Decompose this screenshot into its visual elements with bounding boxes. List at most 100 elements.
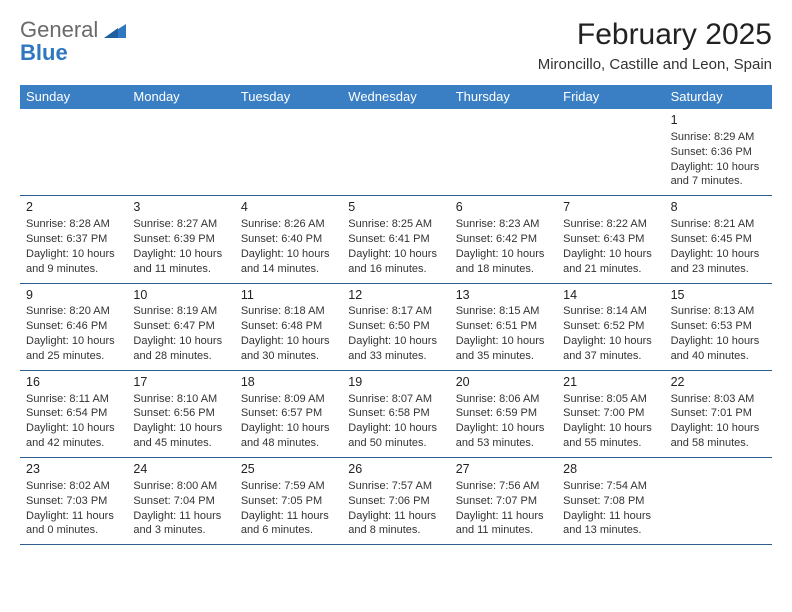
calendar-day-cell: 8Sunrise: 8:21 AMSunset: 6:45 PMDaylight… [665, 196, 772, 282]
sunrise-line: Sunrise: 7:56 AM [456, 479, 551, 494]
calendar-day-cell: 3Sunrise: 8:27 AMSunset: 6:39 PMDaylight… [127, 196, 234, 282]
daylight-line: Daylight: 10 hours and 14 minutes. [241, 247, 336, 277]
sunset-line: Sunset: 6:41 PM [348, 232, 443, 247]
day-number: 26 [348, 461, 443, 478]
sunrise-line: Sunrise: 8:07 AM [348, 392, 443, 407]
daylight-line: Daylight: 11 hours and 8 minutes. [348, 509, 443, 539]
calendar-week-row: 16Sunrise: 8:11 AMSunset: 6:54 PMDayligh… [20, 370, 772, 457]
daylight-line: Daylight: 10 hours and 58 minutes. [671, 421, 766, 451]
brand-line2: Blue [20, 40, 68, 65]
sunrise-line: Sunrise: 8:15 AM [456, 304, 551, 319]
daylight-line: Daylight: 11 hours and 6 minutes. [241, 509, 336, 539]
daylight-line: Daylight: 10 hours and 18 minutes. [456, 247, 551, 277]
sunset-line: Sunset: 6:42 PM [456, 232, 551, 247]
header-row: General Blue February 2025 Mironcillo, C… [20, 18, 772, 73]
sunset-line: Sunset: 7:06 PM [348, 494, 443, 509]
daylight-line: Daylight: 10 hours and 30 minutes. [241, 334, 336, 364]
weekday-header: Thursday [450, 85, 557, 109]
sunset-line: Sunset: 6:45 PM [671, 232, 766, 247]
day-number: 4 [241, 199, 336, 216]
sunrise-line: Sunrise: 8:27 AM [133, 217, 228, 232]
calendar-day-cell [450, 109, 557, 195]
weekday-header: Wednesday [342, 85, 449, 109]
daylight-line: Daylight: 11 hours and 3 minutes. [133, 509, 228, 539]
calendar-day-cell [342, 109, 449, 195]
sunrise-line: Sunrise: 8:10 AM [133, 392, 228, 407]
sunset-line: Sunset: 6:50 PM [348, 319, 443, 334]
sunrise-line: Sunrise: 8:03 AM [671, 392, 766, 407]
daylight-line: Daylight: 11 hours and 0 minutes. [26, 509, 121, 539]
sunset-line: Sunset: 6:36 PM [671, 145, 766, 160]
calendar-day-cell: 25Sunrise: 7:59 AMSunset: 7:05 PMDayligh… [235, 458, 342, 544]
calendar-day-cell [665, 458, 772, 544]
day-number: 1 [671, 112, 766, 129]
calendar-day-cell: 22Sunrise: 8:03 AMSunset: 7:01 PMDayligh… [665, 371, 772, 457]
calendar-day-cell [20, 109, 127, 195]
daylight-line: Daylight: 10 hours and 7 minutes. [671, 160, 766, 190]
day-number: 18 [241, 374, 336, 391]
calendar-day-cell: 21Sunrise: 8:05 AMSunset: 7:00 PMDayligh… [557, 371, 664, 457]
daylight-line: Daylight: 10 hours and 28 minutes. [133, 334, 228, 364]
sunset-line: Sunset: 7:07 PM [456, 494, 551, 509]
sunset-line: Sunset: 6:40 PM [241, 232, 336, 247]
sunset-line: Sunset: 7:08 PM [563, 494, 658, 509]
day-number: 10 [133, 287, 228, 304]
daylight-line: Daylight: 10 hours and 33 minutes. [348, 334, 443, 364]
sunset-line: Sunset: 7:00 PM [563, 406, 658, 421]
calendar-day-cell: 1Sunrise: 8:29 AMSunset: 6:36 PMDaylight… [665, 109, 772, 195]
day-number: 24 [133, 461, 228, 478]
sunrise-line: Sunrise: 8:02 AM [26, 479, 121, 494]
day-number: 12 [348, 287, 443, 304]
calendar-day-cell: 27Sunrise: 7:56 AMSunset: 7:07 PMDayligh… [450, 458, 557, 544]
day-number: 20 [456, 374, 551, 391]
calendar-day-cell: 7Sunrise: 8:22 AMSunset: 6:43 PMDaylight… [557, 196, 664, 282]
calendar-day-cell: 20Sunrise: 8:06 AMSunset: 6:59 PMDayligh… [450, 371, 557, 457]
sunrise-line: Sunrise: 8:09 AM [241, 392, 336, 407]
sunrise-line: Sunrise: 8:26 AM [241, 217, 336, 232]
daylight-line: Daylight: 10 hours and 9 minutes. [26, 247, 121, 277]
calendar-day-cell: 9Sunrise: 8:20 AMSunset: 6:46 PMDaylight… [20, 284, 127, 370]
sunrise-line: Sunrise: 7:54 AM [563, 479, 658, 494]
sunrise-line: Sunrise: 8:22 AM [563, 217, 658, 232]
calendar-day-cell: 23Sunrise: 8:02 AMSunset: 7:03 PMDayligh… [20, 458, 127, 544]
daylight-line: Daylight: 10 hours and 11 minutes. [133, 247, 228, 277]
sunrise-line: Sunrise: 8:29 AM [671, 130, 766, 145]
day-number: 8 [671, 199, 766, 216]
day-number: 23 [26, 461, 121, 478]
day-number: 2 [26, 199, 121, 216]
calendar-day-cell: 11Sunrise: 8:18 AMSunset: 6:48 PMDayligh… [235, 284, 342, 370]
calendar-week-row: 9Sunrise: 8:20 AMSunset: 6:46 PMDaylight… [20, 283, 772, 370]
calendar-day-cell: 13Sunrise: 8:15 AMSunset: 6:51 PMDayligh… [450, 284, 557, 370]
day-number: 27 [456, 461, 551, 478]
sunset-line: Sunset: 6:59 PM [456, 406, 551, 421]
calendar-day-cell [235, 109, 342, 195]
daylight-line: Daylight: 10 hours and 55 minutes. [563, 421, 658, 451]
daylight-line: Daylight: 10 hours and 25 minutes. [26, 334, 121, 364]
sunrise-line: Sunrise: 7:59 AM [241, 479, 336, 494]
page-title: February 2025 [538, 18, 772, 52]
sunrise-line: Sunrise: 8:17 AM [348, 304, 443, 319]
day-number: 21 [563, 374, 658, 391]
brand-logo: General Blue [20, 18, 126, 64]
calendar-day-cell: 17Sunrise: 8:10 AMSunset: 6:56 PMDayligh… [127, 371, 234, 457]
weekday-header: Friday [557, 85, 664, 109]
calendar-day-cell: 5Sunrise: 8:25 AMSunset: 6:41 PMDaylight… [342, 196, 449, 282]
daylight-line: Daylight: 10 hours and 21 minutes. [563, 247, 658, 277]
sunrise-line: Sunrise: 8:25 AM [348, 217, 443, 232]
sunset-line: Sunset: 6:57 PM [241, 406, 336, 421]
title-block: February 2025 Mironcillo, Castille and L… [538, 18, 772, 73]
weekday-header: Monday [127, 85, 234, 109]
day-number: 22 [671, 374, 766, 391]
calendar-day-cell: 12Sunrise: 8:17 AMSunset: 6:50 PMDayligh… [342, 284, 449, 370]
daylight-line: Daylight: 10 hours and 23 minutes. [671, 247, 766, 277]
day-number: 11 [241, 287, 336, 304]
sunrise-line: Sunrise: 8:19 AM [133, 304, 228, 319]
calendar-day-cell: 24Sunrise: 8:00 AMSunset: 7:04 PMDayligh… [127, 458, 234, 544]
day-number: 6 [456, 199, 551, 216]
weekday-header: Saturday [665, 85, 772, 109]
daylight-line: Daylight: 10 hours and 40 minutes. [671, 334, 766, 364]
sunset-line: Sunset: 6:39 PM [133, 232, 228, 247]
sunset-line: Sunset: 7:04 PM [133, 494, 228, 509]
sunrise-line: Sunrise: 8:13 AM [671, 304, 766, 319]
sunset-line: Sunset: 6:52 PM [563, 319, 658, 334]
